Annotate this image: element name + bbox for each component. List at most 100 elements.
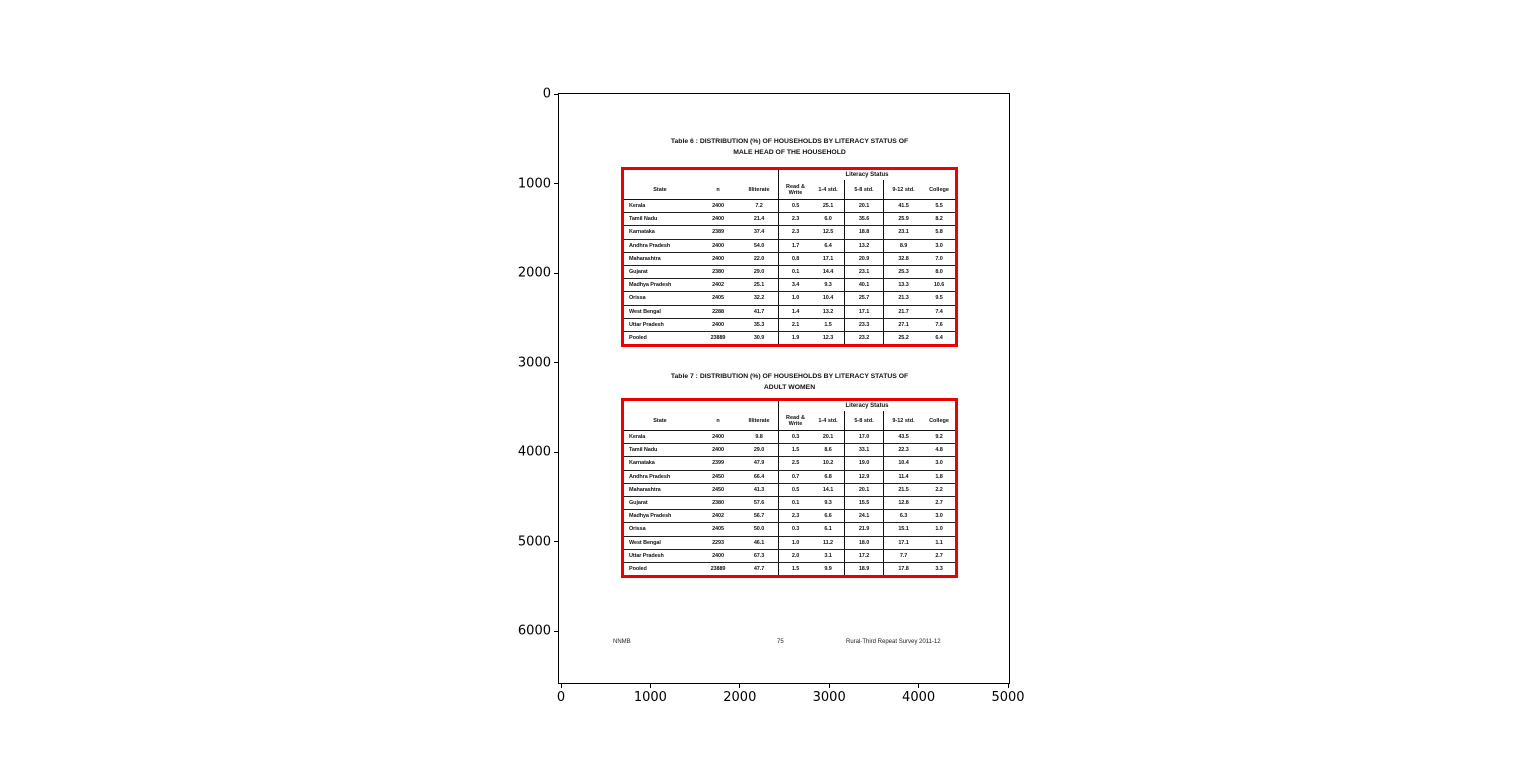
table-row: Maharashtra 2400 22.0 0.8 17.1 20.9 32.8 7.0 (624, 252, 955, 266)
value-cell: 2288 (712, 308, 724, 315)
table-row: Kerala 2400 9.8 0.3 20.1 17.0 43.5 9.2 (624, 431, 955, 445)
state-cell: Madhya Pradesh (629, 513, 672, 520)
value-cell: 4.8 (935, 447, 943, 454)
column-header: State (653, 186, 667, 193)
state-cell: Karnataka (629, 229, 655, 236)
y-axis-tick (554, 451, 558, 453)
state-cell: Andhra Pradesh (629, 473, 671, 480)
y-axis-tick (554, 93, 558, 95)
x-tick-label: 0 (556, 690, 566, 705)
x-tick-label: 1000 (633, 690, 667, 705)
table-title-line2: ADULT WOMEN (763, 384, 816, 391)
table-row: Madhya Pradesh 2402 56.7 2.3 6.6 24.1 6.3 3.0 (624, 510, 955, 524)
value-cell: 17.2 (844, 549, 883, 562)
value-cell: 32.2 (753, 295, 765, 302)
value-cell: 17.1 (822, 255, 834, 262)
column-header: Read & Write (778, 411, 812, 430)
column-header: 5-8 std. (844, 411, 883, 430)
x-tick-label: 4000 (902, 690, 936, 705)
table-row: West Bengal 2288 41.7 1.4 13.2 17.1 21.7 7.4 (624, 305, 955, 319)
column-header: 5-8 std. (844, 180, 883, 199)
value-cell: 0.8 (778, 252, 812, 265)
value-cell: 22.0 (753, 255, 765, 262)
value-cell: 5.5 (935, 203, 943, 210)
y-tick-label: 4000 (517, 444, 551, 460)
value-cell: 2402 (712, 513, 724, 520)
table-body: Kerala 2400 7.2 0.5 25.1 20.1 41.5 5.5 Tamil Nad… (624, 200, 955, 345)
value-cell: 1.8 (935, 473, 943, 480)
value-cell: 20.9 (844, 252, 883, 265)
table-row: Uttar Pradesh 2400 35.3 2.1 1.5 23.3 27.1 7.6 (624, 318, 955, 332)
value-cell: 20.1 (844, 483, 883, 496)
table-title-line1: Table 7 : DISTRIBUTION (%) OF HOUSEHOLDS… (670, 373, 909, 380)
value-cell: 13.3 (883, 279, 923, 292)
table-row: Uttar Pradesh 2400 67.3 2.0 3.1 17.2 7.7 2.7 (624, 549, 955, 563)
value-cell: 10.4 (822, 295, 834, 302)
value-cell: 21.9 (844, 523, 883, 536)
state-cell: Uttar Pradesh (629, 321, 664, 328)
value-cell: 2400 (712, 242, 724, 249)
value-cell: 1.9 (778, 331, 812, 345)
footer-page-number: 75 (777, 639, 784, 645)
value-cell: 7.0 (935, 255, 943, 262)
value-cell: 0.5 (778, 483, 812, 496)
value-cell: 3.0 (935, 460, 943, 467)
value-cell: 25.7 (844, 292, 883, 305)
column-header: Illiterate (748, 186, 770, 193)
table-row: Maharashtra 2450 41.3 0.5 14.1 20.1 21.5 2.2 (624, 483, 955, 497)
table-row: Andhra Pradesh 2450 66.4 0.7 6.8 12.9 11.4 1.8 (624, 470, 955, 484)
value-cell: 9.3 (824, 282, 832, 289)
value-cell: 0.3 (778, 523, 812, 536)
value-cell: 18.8 (844, 226, 883, 239)
value-cell: 8.2 (935, 216, 943, 223)
value-cell: 66.4 (753, 473, 765, 480)
y-axis-tick (554, 183, 558, 185)
y-tick-label: 5000 (517, 534, 551, 550)
table-row: Andhra Pradesh 2400 54.0 1.7 6.4 13.2 8.9 3.0 (624, 239, 955, 253)
value-cell: 15.5 (844, 496, 883, 510)
value-cell: 8.0 (935, 269, 943, 276)
value-cell: 2.7 (935, 552, 943, 559)
table-row: Orissa 2405 50.0 0.3 6.1 21.9 15.1 1.0 (624, 523, 955, 537)
value-cell: 0.5 (778, 200, 812, 213)
value-cell: 25.9 (883, 213, 923, 226)
value-cell: 17.1 (844, 305, 883, 318)
value-cell: 1.0 (935, 526, 943, 533)
plot-area: Table 6 : DISTRIBUTION (%) OF HOUSEHOLDS… (518, 87, 1025, 706)
data-table: Literacy Status State n Illiterate Read & Wr… (621, 398, 958, 578)
table-row: Karnataka 2389 37.4 2.3 12.5 18.8 23.1 5.8 (624, 226, 955, 240)
table-row: Tamil Nadu 2400 29.0 1.5 8.6 33.1 22.3 4.8 (624, 444, 955, 458)
value-cell: 2400 (712, 552, 724, 559)
y-tick-label: 3000 (517, 355, 551, 371)
table-row: Pooled 23889 30.9 1.9 12.3 23.2 25.2 6.4 (624, 331, 955, 345)
value-cell: 41.3 (753, 486, 765, 493)
footer-right-text: Rural-Third Repeat Survey 2011-12 (846, 639, 941, 645)
value-cell: 2450 (712, 486, 724, 493)
x-axis-tick (739, 684, 741, 688)
value-cell: 21.5 (883, 483, 923, 496)
table-row: Gujarat 2380 57.6 0.1 9.3 15.5 12.8 2.7 (624, 496, 955, 511)
state-cell: Kerala (629, 203, 646, 210)
table-header-row: State n Illiterate Read & Write 1-4 std. 5-8 … (624, 411, 955, 431)
table-header-row: State n Illiterate Read & Write 1-4 std. 5-8 … (624, 180, 955, 200)
footer-left-text: NNMB (613, 639, 631, 645)
value-cell: 8.9 (883, 239, 923, 252)
value-cell: 22.3 (883, 444, 923, 457)
value-cell: 1.5 (778, 444, 812, 457)
x-tick-label: 3000 (812, 690, 846, 705)
state-cell: Maharashtra (629, 255, 661, 262)
value-cell: 6.3 (883, 510, 923, 523)
value-cell: 3.0 (935, 242, 943, 249)
value-cell: 12.8 (883, 496, 923, 510)
y-tick-label: 1000 (517, 176, 551, 191)
y-tick-label: 2000 (517, 265, 551, 281)
column-header: College (929, 417, 949, 424)
table-title-line1: Table 6 : DISTRIBUTION (%) OF HOUSEHOLDS… (670, 138, 909, 145)
value-cell: 2400 (712, 203, 724, 210)
group-header-literacy-status: Literacy Status (778, 170, 955, 180)
y-axis-tick (554, 630, 558, 632)
value-cell: 19.0 (844, 457, 883, 470)
value-cell: 25.1 (753, 282, 765, 289)
value-cell: 46.1 (753, 539, 765, 546)
value-cell: 2389 (712, 229, 724, 236)
